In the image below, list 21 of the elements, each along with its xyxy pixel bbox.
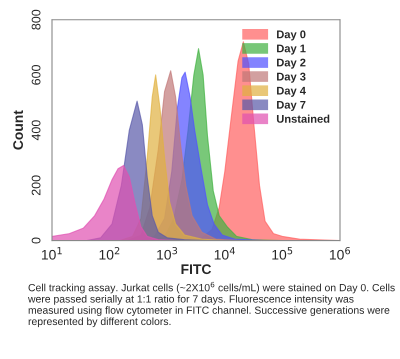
x-tick-label: 10$^{3}$ [157,246,178,260]
legend-label: Day 0 [277,30,306,40]
y-axis-title: Count [13,110,24,150]
legend-label: Day 2 [277,58,306,69]
legend-label: Unstained [276,114,330,123]
y-tick-label: 200 [32,175,40,196]
x-tick-label: 10$^{2}$ [100,246,120,260]
y-tick-label: 600 [32,65,40,85]
x-tick-label: 10$^{6}$ [330,246,350,260]
y-tick-label: 400 [32,120,40,140]
legend-label: Day 7 [277,100,306,111]
x-tick-label: 10$^{4}$ [214,247,235,260]
x-axis-title: FITC [182,264,212,274]
y-tick-label: 800 [32,10,40,30]
legend-label: Day 3 [277,72,306,83]
x-tick-label: 10$^{5}$ [272,247,292,260]
x-tick-label: 10$^{1}$ [42,247,62,260]
text: Cell tracking assay. Jurkat cells (~2X10$^{6}$ cells/mL) were stained on Day 0. Cells were passed serially at 1:1 ratio for 7 days. Fluorescence intensity was measured using flow cytometer in FITC channel. Successive generations were represented by different colors. [28,282,395,328]
y-tick-label: 0 [32,238,40,244]
legend-label: Day 4 [277,86,306,97]
legend-label: Day 1 [277,44,306,55]
